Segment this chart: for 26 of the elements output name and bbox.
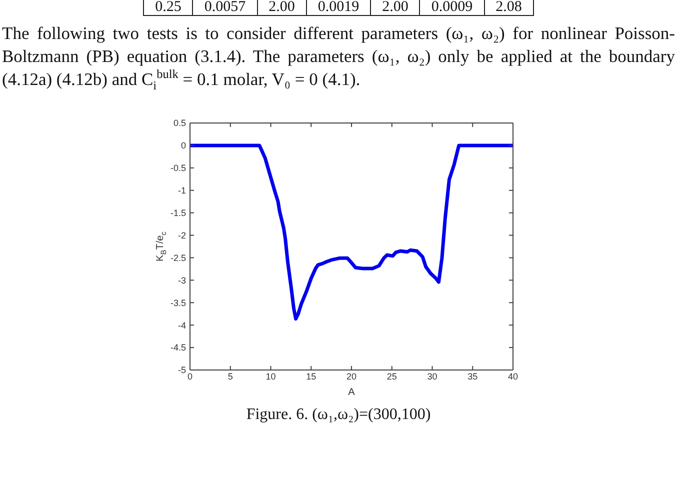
- y-tick-label: -4: [178, 320, 186, 330]
- y-tick-label: 0: [180, 140, 186, 151]
- x-tick-label: 5: [228, 371, 233, 382]
- text: 0.25 0.0057 2.00 0.0019 2.00 0.0009 2.08: [155, 0, 522, 15]
- x-tick-label: 0: [187, 371, 193, 382]
- y-tick-label: -5: [178, 365, 186, 376]
- y-tick-label: -1.5: [170, 208, 186, 218]
- text: The following two tests is to consider different parameters (ω₁, ω₂) for nonlinear Poisson-Boltzmann (PB) equation (3.1.4). The parameters (ω₁, ω₂) only be applied at the boundary (4.12a) (4.12b) and C$_{i}$$^{bulk}$ = 0.1 molar, V₀ = 0 (4.1).: [2, 22, 675, 92]
- y-tick-label: -3: [178, 275, 186, 286]
- y-tick-label: -2: [178, 230, 186, 240]
- y-tick-label: 0.5: [173, 118, 186, 128]
- line-series: [190, 144, 513, 321]
- y-tick-label: -0.5: [170, 163, 186, 174]
- x-tick-label: 40: [508, 371, 518, 382]
- x-tick-label: 20: [346, 371, 357, 382]
- y-tick-label: -2.5: [170, 252, 186, 263]
- x-tick-label: 10: [266, 371, 276, 382]
- x-tick-label: 35: [468, 371, 478, 382]
- text: Figure. 6. (ω₁,ω₂)=(300,100): [245, 405, 432, 425]
- y-tick-label: -4.5: [170, 342, 186, 353]
- x-tick-label: 30: [427, 371, 438, 382]
- y-tick-label: -3.5: [170, 298, 186, 308]
- y-tick-label: -1: [178, 186, 186, 196]
- x-tick-label: 15: [306, 371, 316, 382]
- x-axis-title: A: [348, 387, 356, 398]
- x-tick-label: 25: [386, 371, 397, 382]
